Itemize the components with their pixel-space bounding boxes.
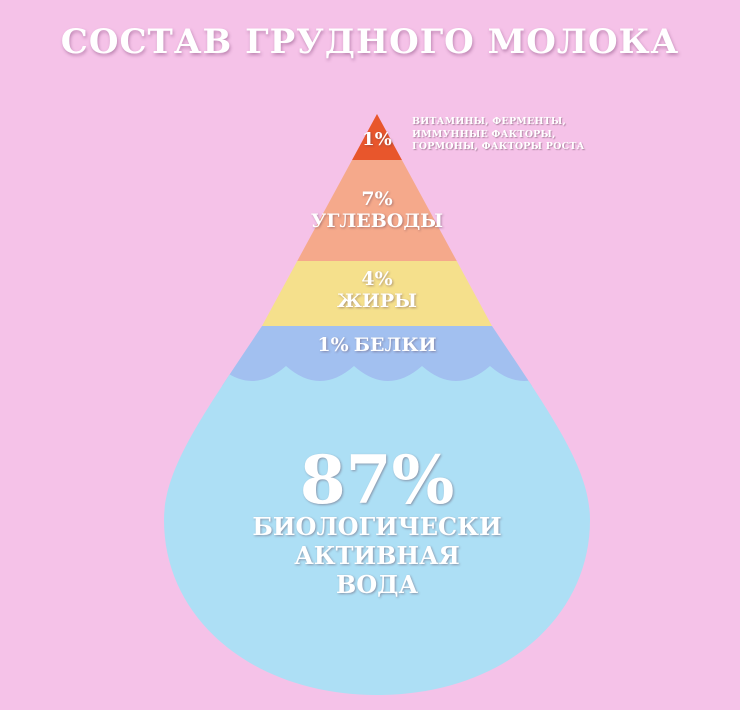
proteins-label: БЕЛКИ [353,334,437,356]
fats-percent: 4% [361,268,393,290]
carbs-label: УГЛЕВОДЫ [310,210,444,232]
note-line: ИММУННЫЕ ФАКТОРЫ, [412,128,556,140]
water-label-line: ВОДА [335,570,419,599]
water-label-line: АКТИВНАЯ [294,541,460,570]
fats-label: ЖИРЫ [337,290,417,312]
water-percent: 87% [299,441,455,519]
note-line: ГОРМОНЫ, ФАКТОРЫ РОСТА [412,141,585,152]
vitamins-note: ВИТАМИНЫ, ФЕРМЕНТЫ, ИММУННЫЕ ФАКТОРЫ, ГО… [412,116,612,154]
water-layer [164,366,590,695]
carbs-percent: 7% [361,188,393,210]
water-label-line: БИОЛОГИЧЕСКИ [252,512,502,541]
proteins-percent: 1% [317,334,349,356]
water-label: БИОЛОГИЧЕСКИ АКТИВНАЯ ВОДА [207,512,547,599]
vitamins-percent: 1% [362,129,392,150]
page-title: СОСТАВ ГРУДНОГО МОЛОКА [60,22,680,62]
proteins-label-row: 1% БЕЛКИ [237,334,517,356]
note-line: ВИТАМИНЫ, ФЕРМЕНТЫ, [412,116,567,127]
